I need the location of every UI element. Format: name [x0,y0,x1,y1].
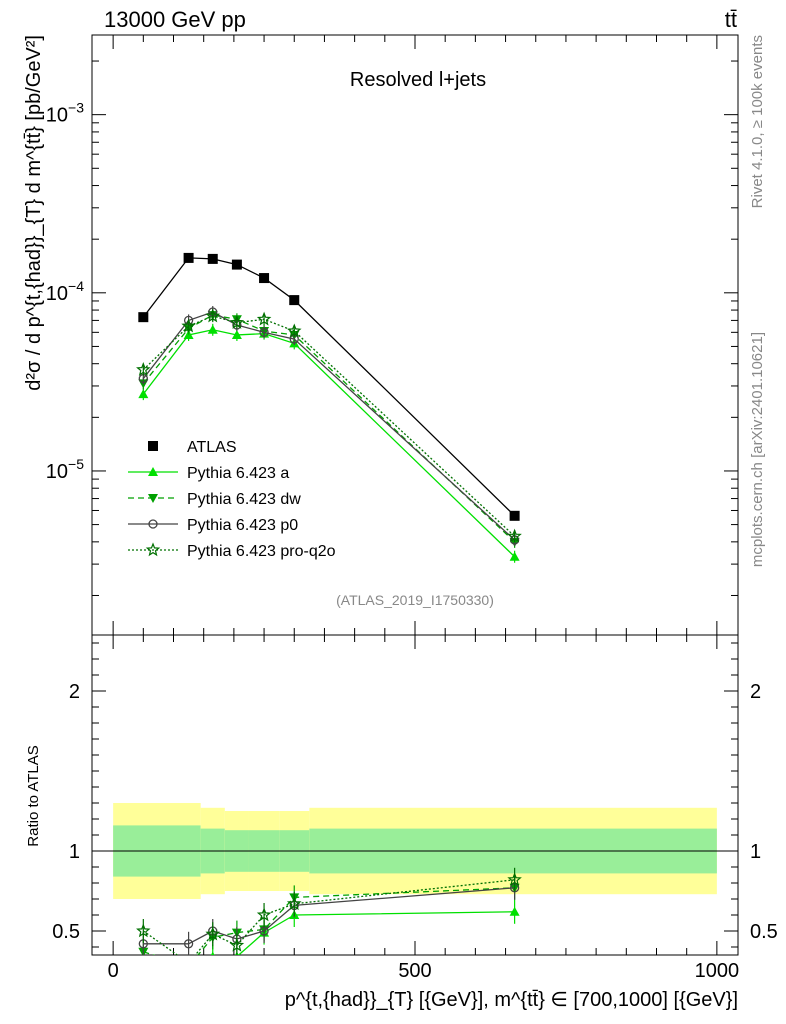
data-point [138,389,149,399]
main-plot-series [136,252,522,563]
legend-label: Pythia 6.423 dw [187,491,301,508]
data-point [136,923,151,938]
series-line [237,911,515,955]
data-point [507,872,522,887]
data-point [259,273,270,284]
x-tick-label: 0 [108,960,119,982]
data-point [256,907,272,922]
analysis-watermark: (ATLAS_2019_I1750330) [336,592,494,608]
legend-label: Pythia 6.423 a [187,465,289,482]
data-point [138,312,149,323]
legend-label: ATLAS [187,439,237,456]
ratio-plot-series [136,867,522,955]
axes: 10−3 10−4 10−5 2 2 1 1 0.5 0.5 0 500 1000 [46,35,778,982]
legend-marker [148,519,158,529]
legend-marker [148,467,158,476]
data-point [207,324,218,334]
data-point [256,311,272,326]
data-point [507,528,522,543]
main-y-axis-label: d²σ / d p^{t,{had}}_{T} d m^{tt̄} [pb/Ge… [23,35,45,391]
rivet-version-text: Rivet 4.1.0, ≥ 100k events [749,35,766,208]
main-y-tick-label: 10−5 [46,456,84,483]
x-axis-label: p^{t,{had}}_{T} [{GeV}], m^{tt̄} ∈ [700,… [285,989,738,1011]
ratio-y-tick-label: 0.5 [52,921,80,943]
data-point [205,308,221,323]
legend-marker [148,441,158,451]
data-point [183,252,194,263]
ratio-y-tick-label-right: 0.5 [750,921,778,943]
data-point [286,896,302,911]
legend: ATLAS Pythia 6.423 a Pythia 6.423 dw Pythia… [128,439,336,560]
ratio-uncertainty-bands [92,803,738,899]
data-point [289,295,300,306]
mcplots-reference-text: mcplots.cern.ch [arXiv:2401.10621] [749,332,766,567]
ratio-y-tick-label: 1 [69,841,80,863]
x-tick-label: 500 [398,960,431,982]
legend-marker [148,494,158,503]
data-point [286,323,302,338]
main-y-tick-label: 10−4 [46,278,84,305]
legend-label: Pythia 6.423 pro-q2o [187,543,336,560]
series-line [143,887,515,955]
data-point [210,951,215,955]
data-point [136,362,151,376]
data-point [259,327,269,337]
x-tick-label: 1000 [695,960,740,982]
ratio-y-axis-label: Ratio to ATLAS [25,745,42,846]
ratio-y-tick-label: 2 [69,681,80,703]
ratio-plot-frame [91,634,739,956]
data-point [229,937,245,952]
data-point [509,510,520,521]
main-plot-title: Resolved l+jets [350,69,486,91]
process-label: tt̄ [725,7,737,32]
data-point [207,253,218,264]
data-point [509,906,520,916]
main-y-tick-label: 10−3 [46,100,84,127]
data-point [181,318,196,333]
ratio-y-tick-label-right: 1 [750,841,761,863]
data-point [509,551,520,561]
data-point [231,329,242,339]
data-point [183,939,194,949]
ratio-y-tick-label-right: 2 [750,681,761,703]
data-point [231,259,242,270]
legend-label: Pythia 6.423 p0 [187,517,298,534]
energy-label: 13000 GeV pp [104,7,246,32]
data-point [229,314,245,329]
legend-marker [145,542,161,557]
data-point [205,926,221,941]
